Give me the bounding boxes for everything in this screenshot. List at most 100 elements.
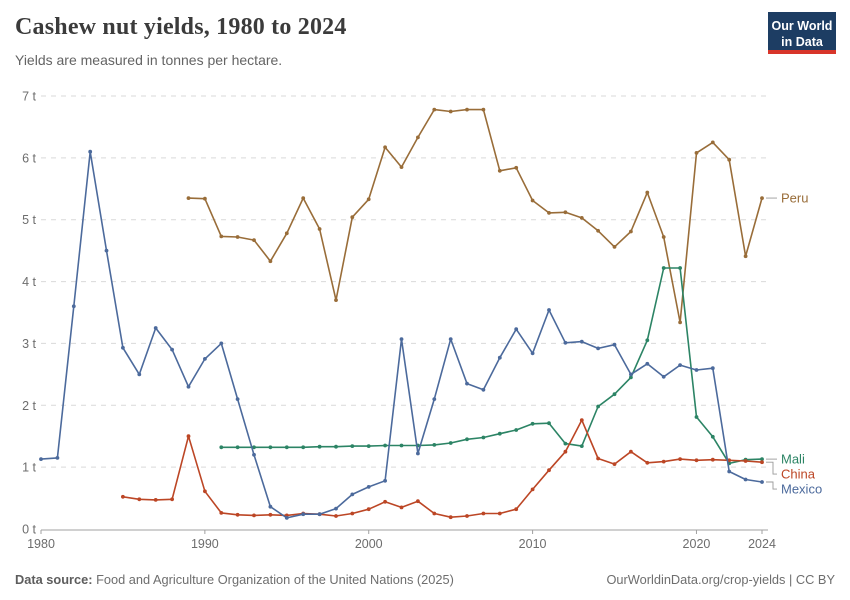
data-point — [432, 511, 437, 516]
data-point — [432, 397, 437, 401]
data-point — [547, 468, 551, 473]
data-point — [743, 254, 748, 259]
data-point — [563, 210, 568, 215]
data-point — [694, 415, 699, 419]
y-tick-label: 5 t — [22, 213, 36, 227]
data-point — [514, 327, 519, 332]
data-point — [612, 392, 617, 397]
series-mali[interactable] — [219, 266, 764, 466]
series-peru[interactable] — [186, 107, 764, 325]
data-point — [399, 165, 404, 170]
data-point — [88, 149, 93, 154]
data-point — [661, 235, 666, 239]
data-point — [39, 457, 43, 461]
y-tick-label: 7 t — [22, 90, 36, 104]
data-point — [645, 190, 650, 195]
data-point — [497, 511, 502, 516]
data-point — [612, 342, 617, 347]
series-line — [221, 267, 763, 465]
data-point — [55, 456, 60, 460]
data-point — [645, 338, 650, 343]
data-point — [399, 505, 404, 510]
x-tick-label: 1980 — [27, 537, 55, 551]
series-line — [188, 108, 763, 324]
data-point — [268, 504, 273, 509]
data-point — [563, 340, 568, 345]
data-point — [694, 151, 699, 155]
y-tick-label: 6 t — [22, 151, 36, 165]
data-point — [317, 227, 322, 231]
data-point — [710, 140, 715, 145]
page-subtitle: Yields are measured in tonnes per hectar… — [15, 52, 283, 68]
data-point — [252, 513, 256, 518]
data-point — [596, 404, 600, 409]
data-point — [563, 449, 568, 454]
series-mexico[interactable] — [39, 149, 764, 520]
y-tick-label: 4 t — [22, 275, 36, 289]
owid-logo-line2: in Data — [781, 34, 823, 49]
data-point — [530, 421, 535, 426]
series-line — [122, 419, 763, 518]
y-tick-label: 3 t — [22, 337, 36, 351]
data-point — [366, 507, 371, 512]
series-label-text: Mali — [781, 452, 805, 467]
data-point — [514, 428, 519, 432]
data-point — [760, 460, 764, 465]
data-point — [596, 456, 600, 461]
data-point — [186, 434, 191, 439]
data-point — [661, 459, 666, 464]
data-point — [710, 457, 715, 462]
x-tick-label: 2000 — [355, 537, 383, 551]
y-tick-label: 0 t — [22, 523, 36, 537]
data-point — [104, 248, 109, 253]
data-point — [448, 515, 453, 520]
data-point — [71, 304, 76, 309]
data-point — [170, 497, 175, 502]
data-point — [121, 345, 125, 350]
data-point — [661, 266, 666, 270]
data-point — [383, 145, 387, 150]
data-point — [743, 477, 748, 482]
data-source-text: Food and Agriculture Organization of the… — [92, 572, 454, 587]
data-point — [153, 326, 158, 330]
data-point — [579, 216, 584, 220]
data-point — [252, 452, 256, 457]
data-point — [629, 449, 633, 454]
label-leader-line — [766, 461, 777, 475]
data-point — [252, 238, 256, 243]
end-label-mali[interactable]: Mali — [766, 452, 805, 467]
data-point — [629, 375, 633, 380]
data-point — [760, 457, 764, 461]
data-point — [497, 168, 502, 173]
data-point — [317, 512, 322, 517]
data-point — [301, 196, 306, 201]
data-point — [760, 480, 764, 484]
data-point — [137, 497, 142, 502]
end-label-china[interactable]: China — [766, 461, 816, 482]
series-china[interactable] — [121, 418, 764, 520]
data-point — [727, 157, 732, 162]
data-point — [596, 346, 600, 351]
end-label-peru[interactable]: Peru — [766, 191, 808, 206]
data-point — [743, 459, 748, 463]
data-point — [383, 443, 387, 448]
data-source: Data source: Food and Agriculture Organi… — [15, 572, 454, 587]
data-point — [612, 245, 617, 249]
data-source-label: Data source: — [15, 572, 93, 587]
data-point — [678, 266, 682, 270]
data-point — [416, 499, 420, 504]
data-point — [481, 435, 486, 440]
data-point — [366, 444, 371, 448]
data-point — [219, 341, 224, 346]
data-point — [366, 485, 371, 489]
data-point — [350, 215, 355, 220]
data-point — [203, 357, 207, 361]
end-label-mexico[interactable]: Mexico — [766, 481, 822, 497]
data-point — [334, 514, 338, 518]
series-label-text: China — [781, 467, 816, 482]
footer-credit[interactable]: OurWorldinData.org/crop-yields | CC BY — [606, 572, 835, 587]
data-point — [203, 489, 207, 494]
data-point — [645, 460, 650, 465]
owid-logo[interactable]: Our World in Data — [768, 12, 836, 54]
